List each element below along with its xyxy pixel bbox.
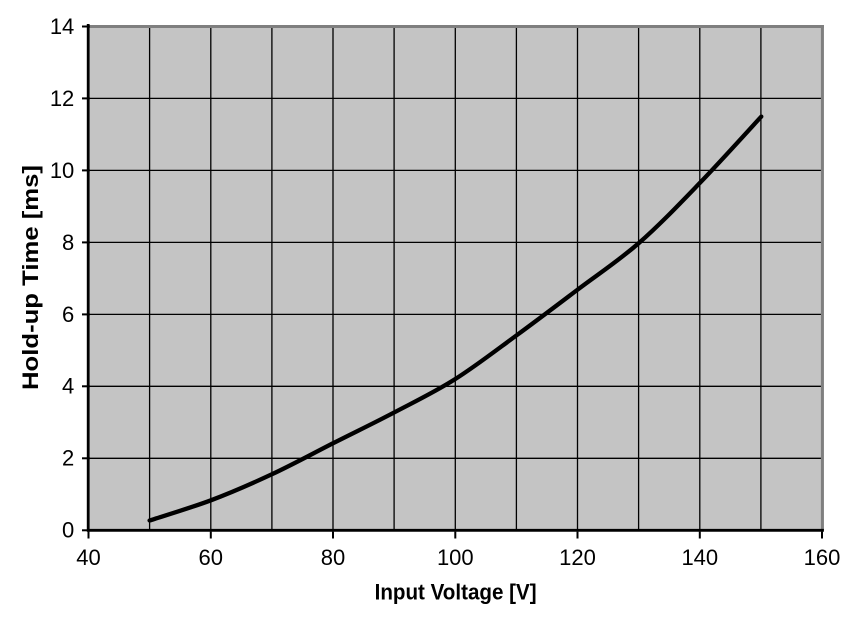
- svg-text:100: 100: [437, 545, 474, 570]
- svg-text:6: 6: [62, 302, 74, 327]
- svg-text:140: 140: [681, 545, 718, 570]
- svg-text:14: 14: [50, 14, 74, 39]
- svg-text:Hold-up Time [ms]: Hold-up Time [ms]: [18, 165, 43, 390]
- svg-text:60: 60: [199, 545, 223, 570]
- svg-text:10: 10: [50, 158, 74, 183]
- svg-text:Input Voltage [V]: Input Voltage [V]: [375, 580, 537, 605]
- svg-text:8: 8: [62, 230, 74, 255]
- svg-text:40: 40: [76, 545, 100, 570]
- svg-text:12: 12: [50, 86, 74, 111]
- svg-text:120: 120: [559, 545, 596, 570]
- svg-text:160: 160: [804, 545, 841, 570]
- svg-text:2: 2: [62, 446, 74, 471]
- svg-text:0: 0: [62, 518, 74, 543]
- svg-text:4: 4: [62, 374, 74, 399]
- svg-text:80: 80: [321, 545, 345, 570]
